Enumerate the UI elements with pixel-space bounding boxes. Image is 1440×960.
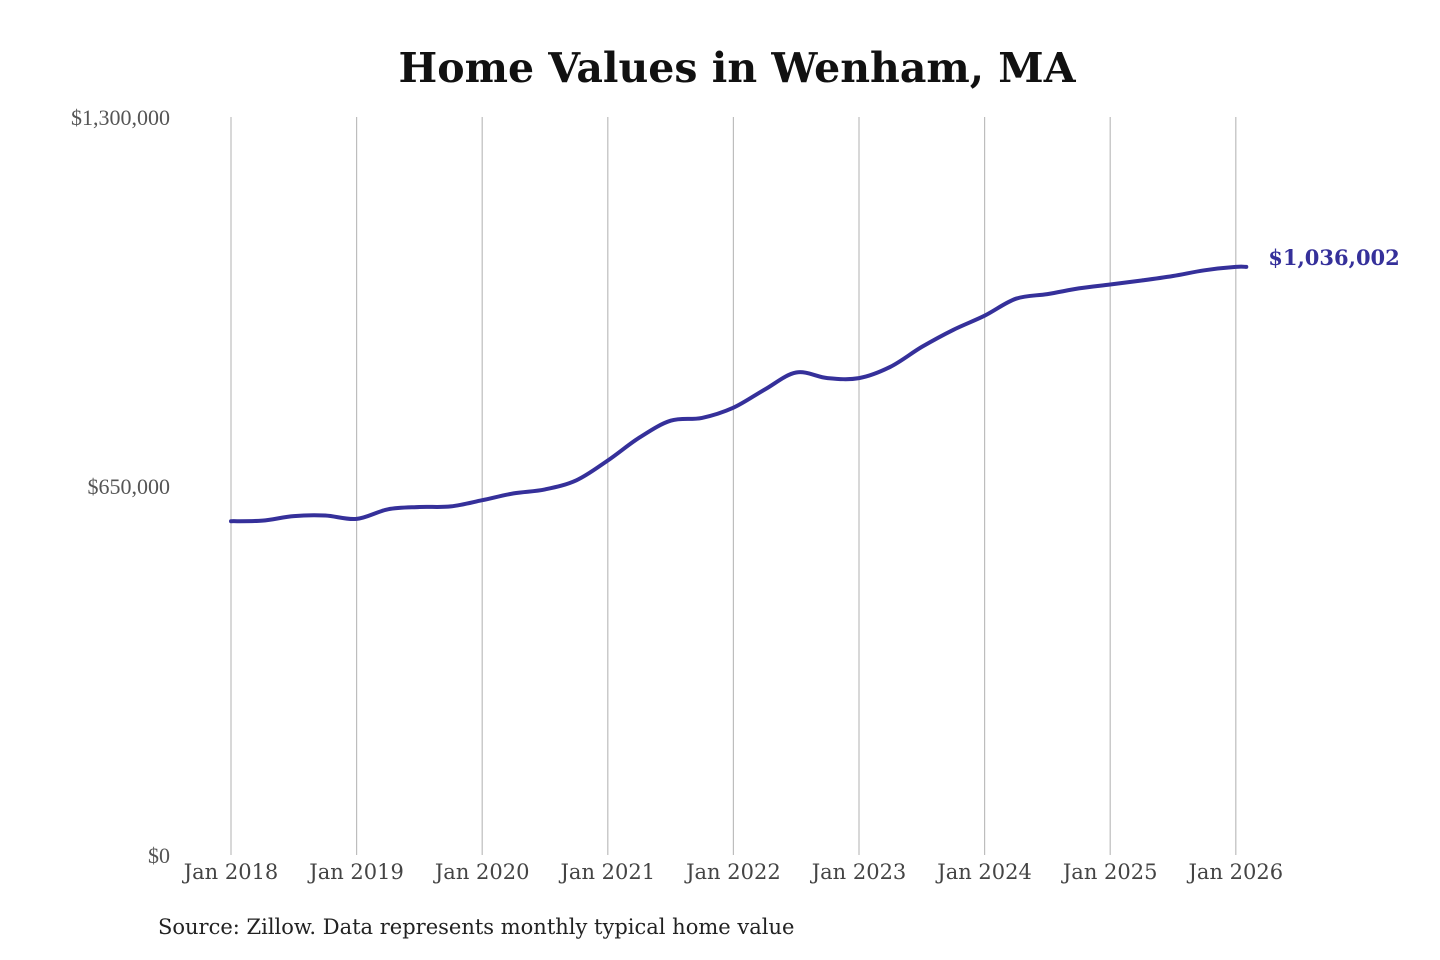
x-tick-label: Jan 2020: [433, 860, 530, 884]
gridlines: [230, 117, 1237, 855]
x-tick-label: Jan 2024: [935, 860, 1032, 884]
y-tick-label: $650,000: [88, 474, 171, 499]
latest-value-label: $1,036,002: [1268, 245, 1400, 270]
x-tick-label: Jan 2023: [810, 860, 907, 884]
y-tick-label: $0: [148, 843, 170, 868]
source-note: Source: Zillow. Data represents monthly …: [158, 915, 795, 939]
x-axis-ticks: Jan 2018 Jan 2019 Jan 2020 Jan 2021 Jan 2022…: [182, 860, 1283, 884]
x-tick-label: Jan 2025: [1061, 860, 1158, 884]
chart-title: Home Values in Wenham, MA: [398, 44, 1076, 92]
x-tick-label: Jan 2019: [307, 860, 404, 884]
x-tick-label: Jan 2022: [684, 860, 781, 884]
x-tick-label: Jan 2018: [182, 860, 279, 884]
x-tick-label: Jan 2021: [559, 860, 656, 884]
y-tick-label: $1,300,000: [71, 105, 170, 130]
x-tick-label: Jan 2026: [1187, 860, 1284, 884]
y-axis-ticks: $0 $650,000 $1,300,000: [71, 105, 170, 868]
home-value-line: [229, 264, 1249, 524]
